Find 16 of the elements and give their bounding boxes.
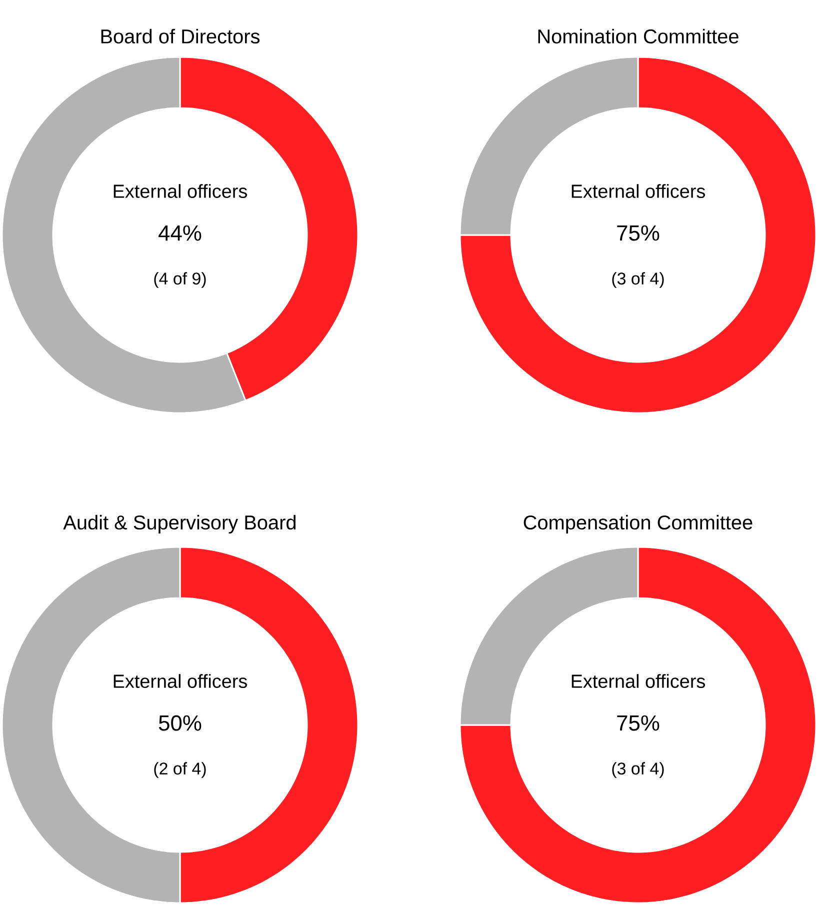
text: (3 of 4) <box>612 272 664 288</box>
chart-title: Audit & Supervisory Board <box>63 514 296 534</box>
text: 50% <box>158 715 202 731</box>
text: (2 of 4) <box>154 762 206 778</box>
text: External officers <box>572 674 705 688</box>
chart-title: Compensation Committee <box>524 514 752 534</box>
text: External officers <box>114 184 247 198</box>
text: External officers <box>572 184 705 198</box>
text: 44% <box>158 225 202 241</box>
text: External officers <box>114 674 247 688</box>
text: (3 of 4) <box>612 762 664 778</box>
chart-title: Board of Directors <box>101 28 260 44</box>
chart-title: Nomination Committee <box>538 28 738 44</box>
text: (4 of 9) <box>154 272 206 288</box>
text: 75% <box>617 715 660 731</box>
text: 75% <box>617 225 660 241</box>
